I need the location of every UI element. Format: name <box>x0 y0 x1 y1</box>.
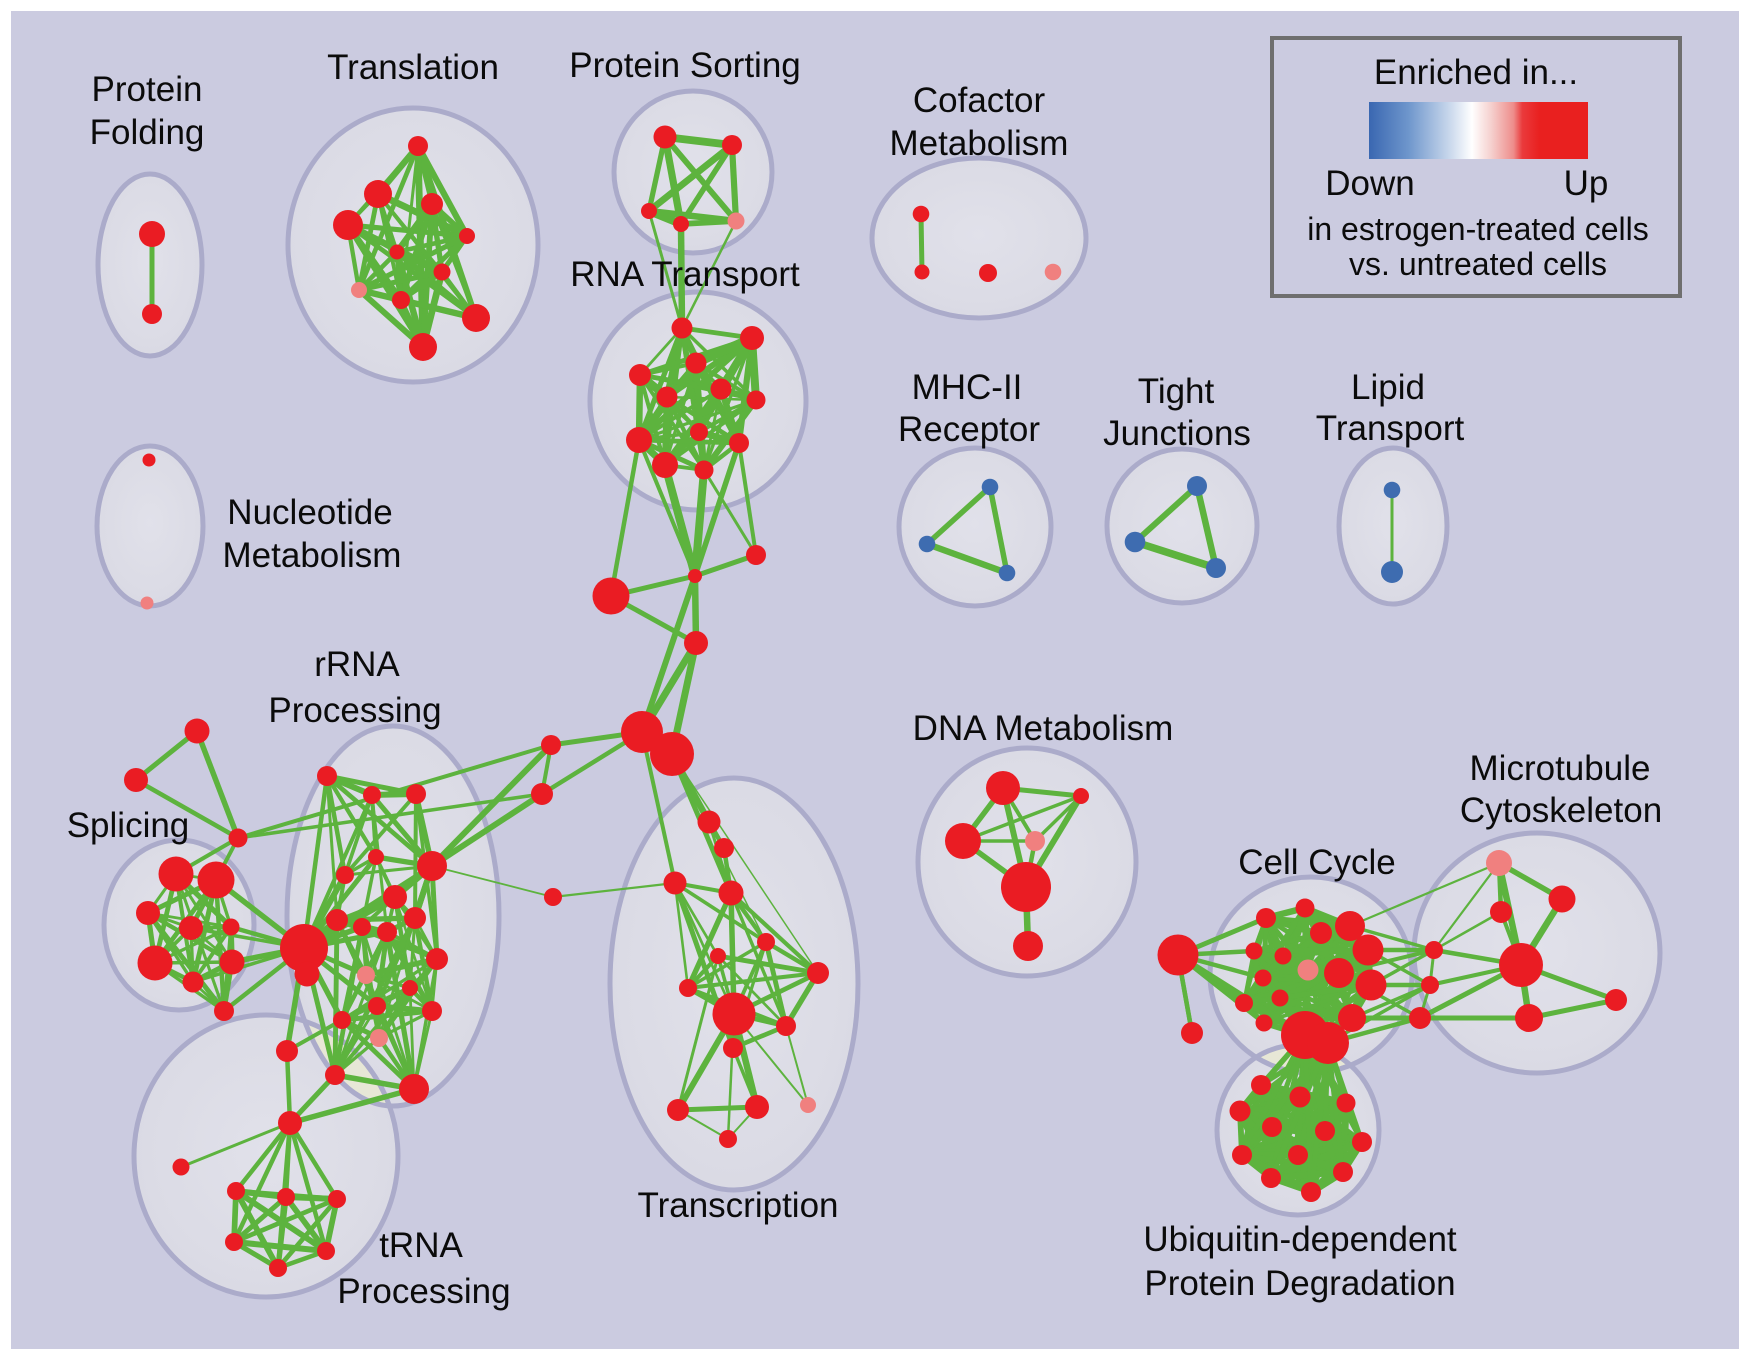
svg-text:Cell Cycle: Cell Cycle <box>1238 843 1396 882</box>
svg-text:rRNA: rRNA <box>314 645 400 684</box>
svg-text:Enriched in...: Enriched in... <box>1374 53 1578 92</box>
svg-text:Folding: Folding <box>90 113 205 152</box>
svg-text:Microtubule: Microtubule <box>1470 749 1651 788</box>
svg-text:Processing: Processing <box>337 1272 510 1311</box>
svg-text:Down: Down <box>1325 164 1414 203</box>
svg-text:Protein Sorting: Protein Sorting <box>569 46 801 85</box>
svg-text:MHC-II: MHC-II <box>912 368 1023 407</box>
svg-text:vs. untreated cells: vs. untreated cells <box>1349 246 1607 282</box>
svg-text:Processing: Processing <box>268 691 441 730</box>
svg-text:Receptor: Receptor <box>898 410 1040 449</box>
svg-text:Splicing: Splicing <box>67 806 190 845</box>
svg-text:Ubiquitin-dependent: Ubiquitin-dependent <box>1143 1220 1457 1259</box>
svg-text:Cytoskeleton: Cytoskeleton <box>1460 791 1662 830</box>
svg-text:tRNA: tRNA <box>379 1226 463 1265</box>
svg-text:Transcription: Transcription <box>638 1186 839 1225</box>
svg-text:Lipid: Lipid <box>1351 368 1425 407</box>
svg-text:Tight: Tight <box>1138 372 1215 411</box>
svg-text:RNA Transport: RNA Transport <box>570 255 800 294</box>
svg-text:Protein Degradation: Protein Degradation <box>1144 1264 1455 1303</box>
svg-text:Transport: Transport <box>1316 409 1465 448</box>
svg-text:Metabolism: Metabolism <box>223 536 402 575</box>
svg-text:DNA Metabolism: DNA Metabolism <box>913 709 1174 748</box>
svg-text:Cofactor: Cofactor <box>913 81 1046 120</box>
svg-text:Up: Up <box>1564 164 1609 203</box>
svg-text:Protein: Protein <box>92 70 203 109</box>
svg-text:in estrogen-treated cells: in estrogen-treated cells <box>1307 211 1649 247</box>
svg-text:Nucleotide: Nucleotide <box>227 493 392 532</box>
svg-text:Translation: Translation <box>327 48 499 87</box>
svg-text:Junctions: Junctions <box>1103 414 1251 453</box>
svg-text:Metabolism: Metabolism <box>890 124 1069 163</box>
